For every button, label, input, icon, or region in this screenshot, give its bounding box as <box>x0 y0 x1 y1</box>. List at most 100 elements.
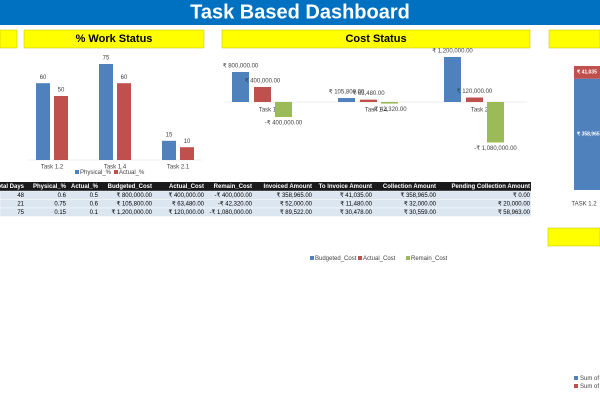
bar <box>180 147 194 160</box>
table-row-bg <box>0 190 532 200</box>
bar <box>444 57 461 102</box>
data-label: 15 <box>166 132 173 138</box>
table-cell: ₹ 105,800.00 <box>116 201 152 208</box>
column-header: Actual_% <box>71 184 99 190</box>
table-cell: ₹ 30,478.00 <box>340 209 373 216</box>
table-cell: 0.6 <box>90 202 99 208</box>
table-cell: 0.15 <box>54 210 66 216</box>
legend-label: Budgeted_Cost <box>315 256 357 262</box>
table-cell: 0.1 <box>90 210 99 216</box>
column-header: Total Days <box>0 184 25 190</box>
bar <box>117 83 131 160</box>
column-header: Pending Collection Amount <box>452 184 530 190</box>
bar <box>275 102 292 117</box>
data-label: 60 <box>121 75 128 81</box>
data-label: ₹ 400,000.00 <box>245 78 281 85</box>
table-header-bg <box>0 182 531 191</box>
data-label: ₹ 120,000.00 <box>457 88 493 95</box>
table-cell: ₹ 11,480.00 <box>340 201 372 208</box>
bar <box>254 87 271 102</box>
table-cell: ₹ 120,000.00 <box>168 209 204 216</box>
chart-title: Cost Status <box>345 33 406 45</box>
x-tick-label: Task 2.1 <box>471 108 494 114</box>
table-cell: ₹ 20,000.00 <box>498 201 531 208</box>
data-label: ₹ 1,200,000.00 <box>432 48 473 55</box>
table-cell: 0.75 <box>54 202 66 208</box>
table-row-bg <box>0 207 532 217</box>
title-bar <box>0 0 600 25</box>
legend-label: Physical_% <box>80 170 112 176</box>
data-label: 60 <box>40 75 47 81</box>
column-header: To Invoice Amount <box>319 184 372 190</box>
data-label: ₹ 105,800.00 <box>329 89 365 96</box>
panel-header <box>548 29 600 49</box>
panel-header <box>547 227 600 247</box>
table-cell: 0.6 <box>58 193 67 199</box>
bar <box>381 102 398 104</box>
legend-label: Actual_% <box>119 170 145 176</box>
data-label: -₹ 42,320.00 <box>372 106 407 113</box>
table-cell: ₹ 41,035.00 <box>340 192 373 199</box>
legend-swatch <box>358 256 362 260</box>
data-label: ₹ 41,035 <box>577 70 597 76</box>
x-tick-label: Task 1.4 <box>104 165 127 171</box>
x-tick-label: Task 2.1 <box>167 165 190 171</box>
table-cell: ₹ 1,200,000.00 <box>111 209 152 216</box>
table-cell: ₹ 89,522.00 <box>280 209 313 216</box>
chart-title: % Work Status <box>76 33 153 45</box>
table-cell: 75 <box>17 210 24 216</box>
table-cell: ₹ 400,000.00 <box>168 192 204 199</box>
table-cell: -₹ 42,320.00 <box>218 201 253 208</box>
x-tick-label: Task 1.2 <box>259 108 282 114</box>
legend-label: Actual_Cost <box>363 256 396 262</box>
table-cell: 21 <box>17 202 24 208</box>
dashboard-title: Task Based Dashboard <box>190 1 410 23</box>
table-cell: ₹ 32,000.00 <box>404 201 437 208</box>
data-label: 10 <box>184 139 191 145</box>
table-cell: 0.5 <box>90 193 99 199</box>
x-tick-label: TASK 1.2 <box>571 202 597 208</box>
table-cell: -₹ 400,000.00 <box>214 192 252 199</box>
legend-swatch <box>114 170 118 174</box>
data-label: 50 <box>58 88 65 94</box>
legend-swatch <box>574 376 578 380</box>
x-tick-label: Task 1.2 <box>41 165 64 171</box>
legend-swatch <box>406 256 410 260</box>
column-header: Invoiced Amount <box>264 184 312 190</box>
data-label: -₹ 1,080,000.00 <box>474 145 517 152</box>
bar <box>360 99 377 102</box>
column-header: Budgeted_Cost <box>108 184 152 190</box>
panel-header <box>0 29 18 49</box>
table-cell: ₹ 800,000.00 <box>116 192 152 199</box>
bar <box>466 97 483 102</box>
legend-swatch <box>75 170 79 174</box>
bar-segment <box>574 78 600 190</box>
bar <box>338 98 355 102</box>
data-label: -₹ 400,000.00 <box>265 120 303 127</box>
bar <box>232 72 249 102</box>
bar <box>487 102 504 143</box>
table-cell: ₹ 0.00 <box>513 192 531 199</box>
column-header: Remain_Cost <box>214 184 252 190</box>
table-cell: ₹ 52,000.00 <box>280 201 313 208</box>
legend-label: Sum of I <box>580 384 600 390</box>
bar <box>54 96 68 160</box>
data-label: ₹ 358,965 <box>577 132 600 138</box>
legend-swatch <box>310 256 314 260</box>
data-label: 75 <box>103 56 110 62</box>
data-label: ₹ 63,480.00 <box>352 90 385 97</box>
bar <box>162 140 176 160</box>
table-row-bg <box>0 199 532 209</box>
panel-header <box>23 29 205 49</box>
x-tick-label: Task 1.4 <box>365 108 388 114</box>
table-cell: ₹ 58,963.00 <box>498 209 531 216</box>
table-cell: 48 <box>17 193 24 199</box>
table-cell: ₹ 358,965.00 <box>276 192 312 199</box>
legend-label: Sum of I <box>580 376 600 382</box>
data-label: ₹ 800,000.00 <box>223 63 259 70</box>
table-cell: ₹ 358,965.00 <box>400 192 436 199</box>
table-cell: ₹ 30,559.00 <box>404 209 437 216</box>
legend-label: Remain_Cost <box>411 256 448 262</box>
